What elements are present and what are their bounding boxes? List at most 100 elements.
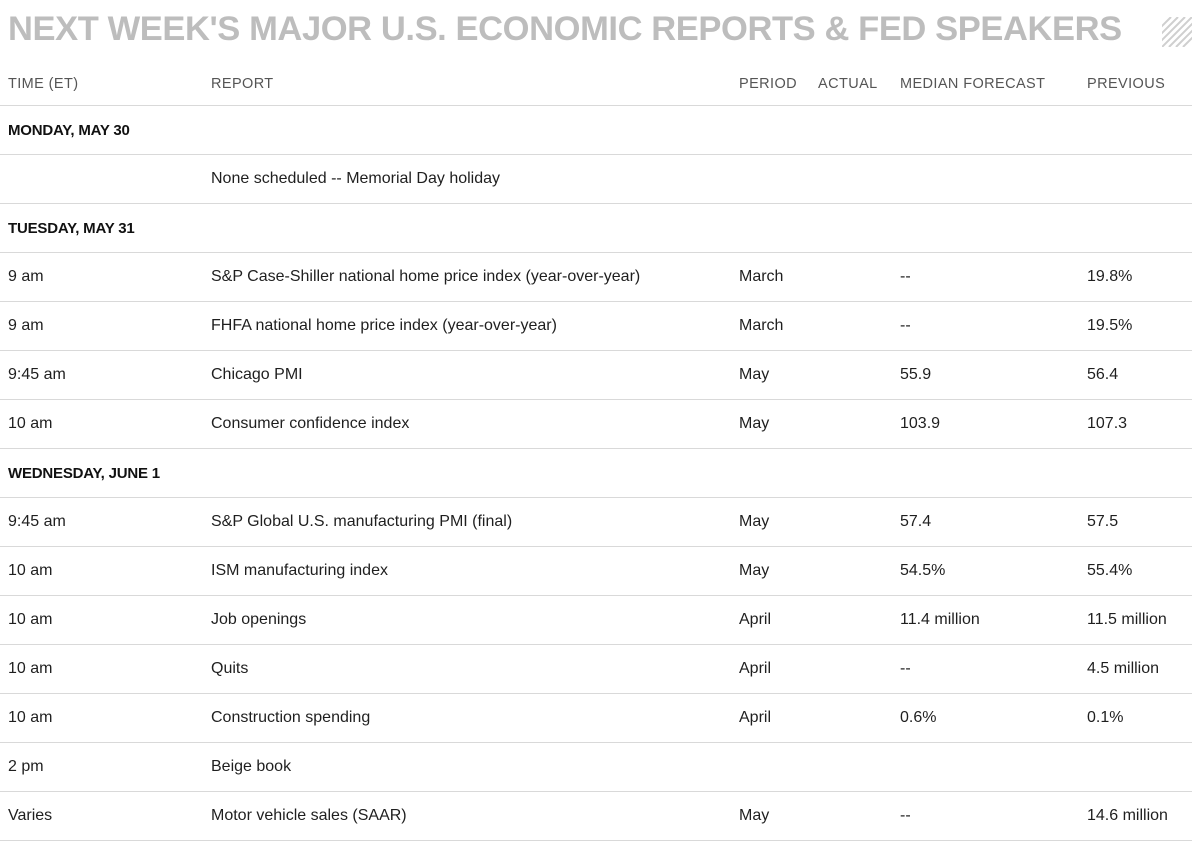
report-cell: Motor vehicle sales (SAAR)	[203, 791, 731, 841]
median-forecast-cell: --	[892, 301, 1079, 351]
time-cell: 10 am	[0, 693, 203, 743]
day-label: WEDNESDAY, JUNE 1	[0, 448, 1192, 498]
previous-cell: 19.5%	[1079, 301, 1192, 351]
period-cell: April	[731, 595, 810, 645]
previous-cell: 57.5	[1079, 497, 1192, 547]
report-cell: Consumer confidence index	[203, 399, 731, 449]
table-row: 9:45 am S&P Global U.S. manufacturing PMI…	[0, 497, 1192, 547]
actual-cell	[810, 497, 892, 547]
median-forecast-cell: 0.6%	[892, 693, 1079, 743]
day-header-row: MONDAY, MAY 30	[0, 105, 1192, 155]
economic-reports-table: TIME (ET) REPORT PERIOD ACTUAL MEDIAN FO…	[0, 62, 1192, 841]
period-cell: May	[731, 791, 810, 841]
period-cell	[731, 154, 810, 204]
previous-cell: 55.4%	[1079, 546, 1192, 596]
median-forecast-cell: 57.4	[892, 497, 1079, 547]
actual-cell	[810, 791, 892, 841]
median-forecast-cell	[892, 742, 1079, 792]
median-forecast-cell	[892, 154, 1079, 204]
table-row: 9 am S&P Case-Shiller national home price…	[0, 252, 1192, 302]
actual-cell	[810, 546, 892, 596]
page-title: NEXT WEEK'S MAJOR U.S. ECONOMIC REPORTS …	[8, 10, 1122, 48]
report-cell: ISM manufacturing index	[203, 546, 731, 596]
table-row: 10 am ISM manufacturing index May 54.5% 55.4…	[0, 546, 1192, 596]
table-row: 2 pm Beige book	[0, 742, 1192, 792]
previous-cell: 19.8%	[1079, 252, 1192, 302]
actual-cell	[810, 350, 892, 400]
median-forecast-cell: 11.4 million	[892, 595, 1079, 645]
median-forecast-cell: --	[892, 644, 1079, 694]
median-forecast-cell: --	[892, 791, 1079, 841]
table-row: 10 am Construction spending April 0.6% 0.1%	[0, 693, 1192, 743]
day-label: TUESDAY, MAY 31	[0, 203, 1192, 253]
column-header-previous: PREVIOUS	[1079, 62, 1192, 106]
table-row: 10 am Quits April -- 4.5 million	[0, 644, 1192, 694]
previous-cell: 4.5 million	[1079, 644, 1192, 694]
period-cell: April	[731, 693, 810, 743]
table-row: None scheduled -- Memorial Day holiday	[0, 154, 1192, 204]
actual-cell	[810, 742, 892, 792]
table-header-row: TIME (ET) REPORT PERIOD ACTUAL MEDIAN FO…	[0, 62, 1192, 106]
column-header-report: REPORT	[203, 62, 731, 106]
median-forecast-cell: 55.9	[892, 350, 1079, 400]
table-row: 9:45 am Chicago PMI May 55.9 56.4	[0, 350, 1192, 400]
report-cell: S&P Global U.S. manufacturing PMI (final…	[203, 497, 731, 547]
table-body: MONDAY, MAY 30 None scheduled -- Memorial…	[0, 105, 1192, 841]
previous-cell	[1079, 742, 1192, 792]
column-header-actual: ACTUAL	[810, 62, 892, 106]
previous-cell: 0.1%	[1079, 693, 1192, 743]
report-cell: S&P Case-Shiller national home price ind…	[203, 252, 731, 302]
report-cell: None scheduled -- Memorial Day holiday	[203, 154, 731, 204]
actual-cell	[810, 399, 892, 449]
period-cell: May	[731, 399, 810, 449]
column-header-period: PERIOD	[731, 62, 810, 106]
table-row: Varies Motor vehicle sales (SAAR) May -- 14.…	[0, 791, 1192, 841]
period-cell: March	[731, 301, 810, 351]
report-cell: Construction spending	[203, 693, 731, 743]
table-row: 10 am Job openings April 11.4 million 11.5 m…	[0, 595, 1192, 645]
actual-cell	[810, 301, 892, 351]
previous-cell: 11.5 million	[1079, 595, 1192, 645]
time-cell: 10 am	[0, 399, 203, 449]
diagonal-hatch-icon	[1162, 17, 1192, 47]
report-cell: Chicago PMI	[203, 350, 731, 400]
previous-cell: 56.4	[1079, 350, 1192, 400]
time-cell: 9 am	[0, 301, 203, 351]
day-header-row: WEDNESDAY, JUNE 1	[0, 448, 1192, 498]
time-cell: 9 am	[0, 252, 203, 302]
actual-cell	[810, 693, 892, 743]
column-header-time: TIME (ET)	[0, 62, 203, 106]
previous-cell	[1079, 154, 1192, 204]
time-cell: 10 am	[0, 595, 203, 645]
actual-cell	[810, 252, 892, 302]
median-forecast-cell: 103.9	[892, 399, 1079, 449]
period-cell: May	[731, 350, 810, 400]
report-cell: Quits	[203, 644, 731, 694]
time-cell: 10 am	[0, 546, 203, 596]
actual-cell	[810, 154, 892, 204]
table-row: 10 am Consumer confidence index May 103.9 10…	[0, 399, 1192, 449]
day-header-row: TUESDAY, MAY 31	[0, 203, 1192, 253]
time-cell: 9:45 am	[0, 497, 203, 547]
column-header-median-forecast: MEDIAN FORECAST	[892, 62, 1079, 106]
period-cell: March	[731, 252, 810, 302]
title-bar: NEXT WEEK'S MAJOR U.S. ECONOMIC REPORTS …	[8, 6, 1192, 52]
period-cell	[731, 742, 810, 792]
report-cell: Beige book	[203, 742, 731, 792]
previous-cell: 14.6 million	[1079, 791, 1192, 841]
actual-cell	[810, 644, 892, 694]
report-cell: FHFA national home price index (year-ove…	[203, 301, 731, 351]
time-cell: 10 am	[0, 644, 203, 694]
period-cell: April	[731, 644, 810, 694]
time-cell: 9:45 am	[0, 350, 203, 400]
table-row: 9 am FHFA national home price index (year…	[0, 301, 1192, 351]
time-cell: Varies	[0, 791, 203, 841]
median-forecast-cell: 54.5%	[892, 546, 1079, 596]
period-cell: May	[731, 497, 810, 547]
period-cell: May	[731, 546, 810, 596]
time-cell	[0, 154, 203, 204]
actual-cell	[810, 595, 892, 645]
day-label: MONDAY, MAY 30	[0, 105, 1192, 155]
report-cell: Job openings	[203, 595, 731, 645]
time-cell: 2 pm	[0, 742, 203, 792]
